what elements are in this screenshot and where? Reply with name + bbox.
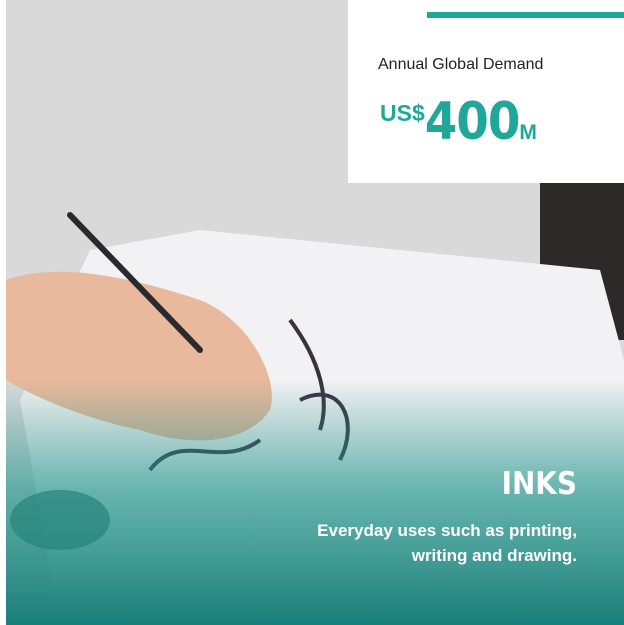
stat-value: US$400M [380,92,537,152]
stat-label: Annual Global Demand [378,56,544,73]
card-description: Everyday uses such as printing, writing … [317,521,577,565]
stat-box: Annual Global Demand US$400M [348,0,624,183]
stat-number: 400 [424,92,521,152]
pen [67,212,203,353]
stat-suffix: M [519,121,537,144]
teal-overlay [6,380,624,625]
card-title: INKS [501,466,577,502]
accent-bar [427,12,624,18]
stat-prefix: US$ [380,100,425,126]
